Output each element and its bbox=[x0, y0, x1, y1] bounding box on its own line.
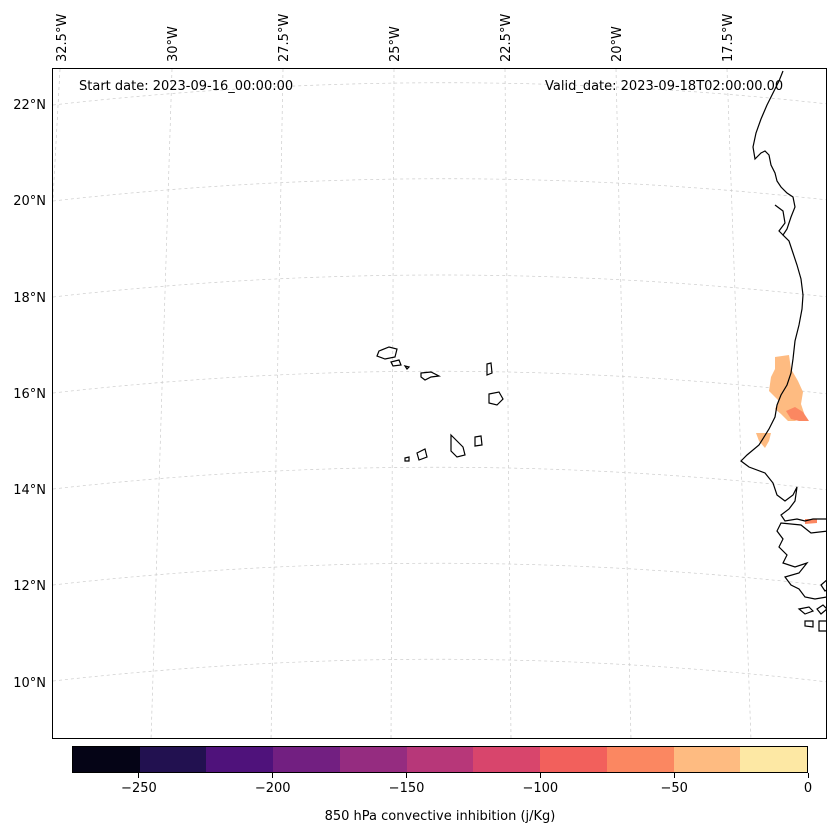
meridian-25w bbox=[390, 69, 395, 738]
guinea-coast-south bbox=[820, 579, 826, 592]
valid-date-label: Valid_date: 2023-09-18T02:00:00.00 bbox=[545, 79, 784, 94]
meridian-20w bbox=[615, 69, 632, 738]
parallel-14n bbox=[53, 466, 826, 491]
lon-label-27-5w: 27.5°W bbox=[277, 13, 292, 62]
meridian-22-5w bbox=[504, 69, 512, 738]
lat-label-22n: 22°N bbox=[13, 98, 46, 113]
lat-label-16n: 16°N bbox=[13, 387, 46, 402]
bijagos-island-1 bbox=[797, 606, 815, 615]
lon-label-30w: 30°W bbox=[166, 26, 181, 62]
map-panel: Start date: 2023-09-16_00:00:00 Valid_da… bbox=[52, 68, 827, 739]
colorbar-tick bbox=[406, 773, 408, 778]
colorbar-segment bbox=[673, 747, 741, 772]
colorbar-tick-label: −150 bbox=[388, 781, 425, 796]
colorbar-tick-label: −250 bbox=[121, 781, 157, 796]
mauritania-bay bbox=[774, 204, 786, 236]
bijagos-island-4 bbox=[818, 620, 826, 632]
colorbar-tick bbox=[272, 773, 274, 778]
colorbar-segment bbox=[206, 747, 274, 772]
colorbar-tick-label: 0 bbox=[803, 781, 813, 796]
colorbar-tick-label: −100 bbox=[522, 781, 559, 796]
colorbar-segment bbox=[606, 747, 674, 772]
lon-label-32-5w: 32.5°W bbox=[55, 13, 70, 62]
cin-area-orange bbox=[786, 407, 809, 421]
cin-area-light-south bbox=[756, 433, 771, 448]
longitude-gridlines bbox=[53, 69, 752, 738]
meridian-32-5w bbox=[53, 69, 61, 200]
colorbar-segment bbox=[406, 747, 474, 772]
maio bbox=[474, 435, 483, 447]
colorbar-tick bbox=[138, 773, 140, 778]
lon-label-25w: 25°W bbox=[388, 26, 403, 62]
parallel-20n bbox=[53, 178, 826, 202]
colorbar-tick-label: −200 bbox=[254, 781, 291, 796]
coastline bbox=[740, 70, 826, 632]
parallel-18n bbox=[53, 274, 826, 298]
colorbar bbox=[72, 746, 808, 773]
santiago bbox=[450, 433, 466, 458]
meridian-30w bbox=[150, 69, 173, 738]
cape-verde-islands bbox=[376, 346, 504, 462]
santa-luzia bbox=[403, 365, 411, 370]
bijagos-island-3 bbox=[804, 620, 814, 628]
colorbar-segment bbox=[740, 747, 808, 772]
colorbar-tick-label: −50 bbox=[660, 781, 688, 796]
lon-label-20w: 20°W bbox=[610, 26, 625, 62]
colorbar-segment bbox=[473, 747, 541, 772]
lat-label-10n: 10°N bbox=[13, 676, 46, 691]
colorbar-label: 850 hPa convective inhibition (j/Kg) bbox=[324, 809, 556, 824]
santo-antao bbox=[376, 346, 398, 360]
lon-label-17-5w: 17.5°W bbox=[721, 13, 736, 62]
boa-vista bbox=[488, 391, 504, 406]
colorbar-segment bbox=[73, 747, 140, 772]
sao-nicolau bbox=[420, 371, 442, 381]
west-africa-coast bbox=[740, 70, 826, 522]
start-date-label: Start date: 2023-09-16_00:00:00 bbox=[79, 79, 294, 94]
map-canvas bbox=[53, 69, 826, 738]
lon-label-22-5w: 22.5°W bbox=[499, 13, 514, 62]
colorbar-tick bbox=[539, 773, 541, 778]
lat-label-14n: 14°N bbox=[13, 483, 46, 498]
colorbar-tick bbox=[807, 773, 809, 778]
parallel-16n bbox=[53, 370, 826, 395]
lat-label-20n: 20°N bbox=[13, 194, 46, 209]
parallel-10n bbox=[53, 658, 826, 683]
colorbar-segment bbox=[540, 747, 607, 772]
parallel-12n bbox=[53, 562, 826, 587]
colorbar-segment bbox=[339, 747, 407, 772]
sal bbox=[486, 362, 493, 376]
colorbar-tick bbox=[673, 773, 675, 778]
cin-field bbox=[756, 355, 817, 524]
brava bbox=[404, 456, 410, 462]
fogo bbox=[416, 448, 428, 461]
meridian-27-5w bbox=[270, 69, 284, 738]
sao-vicente bbox=[390, 359, 402, 367]
bijagos-island-2 bbox=[816, 604, 826, 615]
lat-label-12n: 12°N bbox=[13, 579, 46, 594]
colorbar-segment bbox=[139, 747, 207, 772]
lat-label-18n: 18°N bbox=[13, 291, 46, 306]
gambia-guinea-coast bbox=[776, 522, 826, 600]
colorbar-segment bbox=[273, 747, 340, 772]
cin-area-light bbox=[769, 355, 805, 421]
meridian-17-5w bbox=[726, 69, 752, 738]
